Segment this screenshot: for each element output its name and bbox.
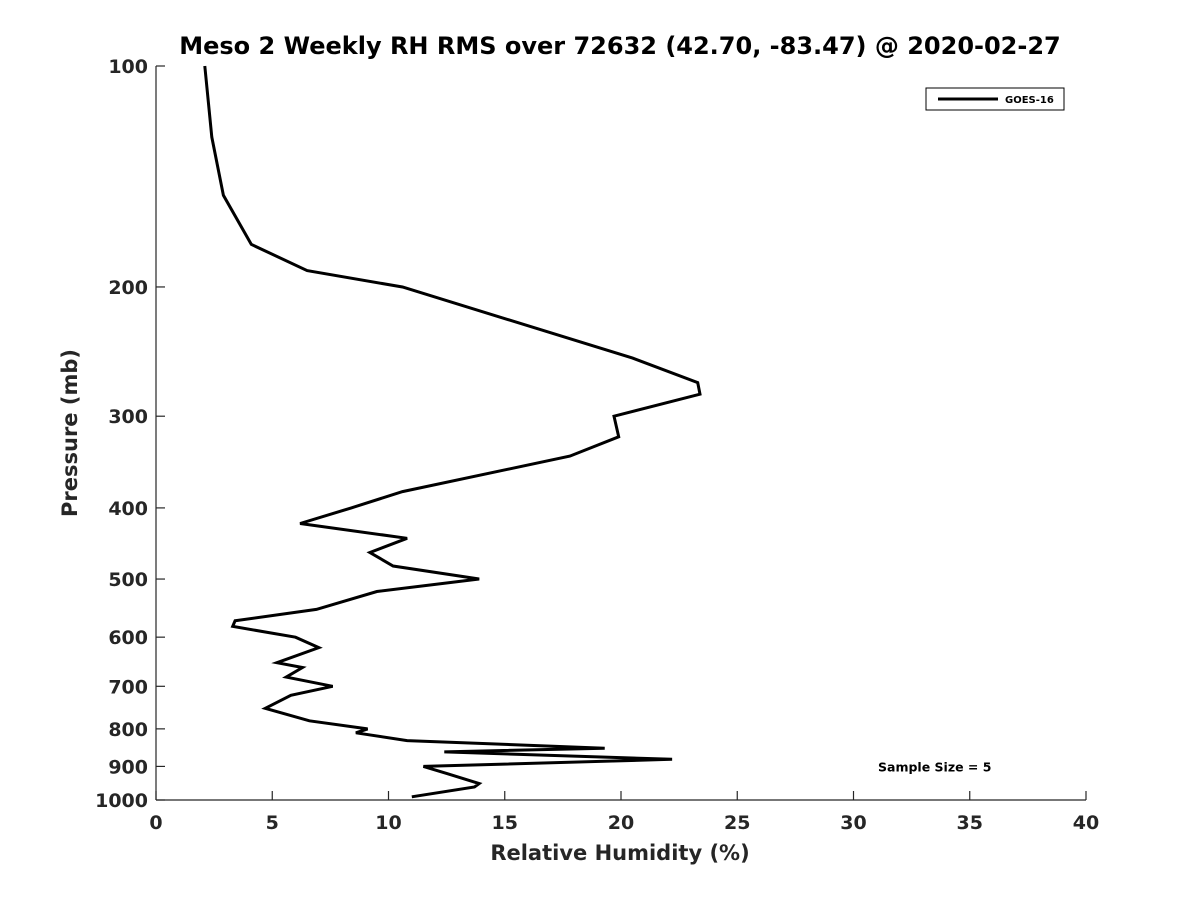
sample-size-annotation: Sample Size = 5 bbox=[878, 759, 991, 774]
x-tick-label: 30 bbox=[840, 812, 866, 834]
x-tick-label: 5 bbox=[266, 812, 279, 834]
y-tick-label: 500 bbox=[108, 569, 148, 591]
x-tick-label: 10 bbox=[375, 812, 401, 834]
legend-label-goes16: GOES-16 bbox=[1005, 95, 1054, 106]
y-tick-label: 400 bbox=[108, 498, 148, 520]
y-tick-label: 800 bbox=[108, 719, 148, 741]
x-tick-label: 25 bbox=[724, 812, 750, 834]
y-tick-label: 1000 bbox=[95, 790, 148, 812]
y-tick-label: 100 bbox=[108, 56, 148, 78]
y-axis-label: Pressure (mb) bbox=[58, 349, 82, 517]
x-tick-label: 0 bbox=[149, 812, 162, 834]
series-line-goes16 bbox=[203, 65, 702, 799]
series-layer bbox=[203, 65, 702, 799]
x-tick-label: 35 bbox=[957, 812, 983, 834]
x-axis-label: Relative Humidity (%) bbox=[490, 841, 749, 865]
x-tick-label: 20 bbox=[608, 812, 634, 834]
y-tick-label: 700 bbox=[108, 676, 148, 698]
x-tick-label: 40 bbox=[1073, 812, 1099, 834]
ticks: 0 5 10 15 20 25 30 35 40 100 200 300 400 500 600 700 800… bbox=[95, 56, 1099, 834]
y-tick-label: 900 bbox=[108, 756, 148, 778]
y-tick-label: 300 bbox=[108, 406, 148, 428]
y-tick-label: 600 bbox=[108, 627, 148, 649]
y-tick-label: 200 bbox=[108, 277, 148, 299]
legend: GOES-16 bbox=[925, 87, 1065, 111]
x-tick-label: 15 bbox=[492, 812, 518, 834]
chart-title: Meso 2 Weekly RH RMS over 72632 (42.70, … bbox=[179, 32, 1061, 60]
